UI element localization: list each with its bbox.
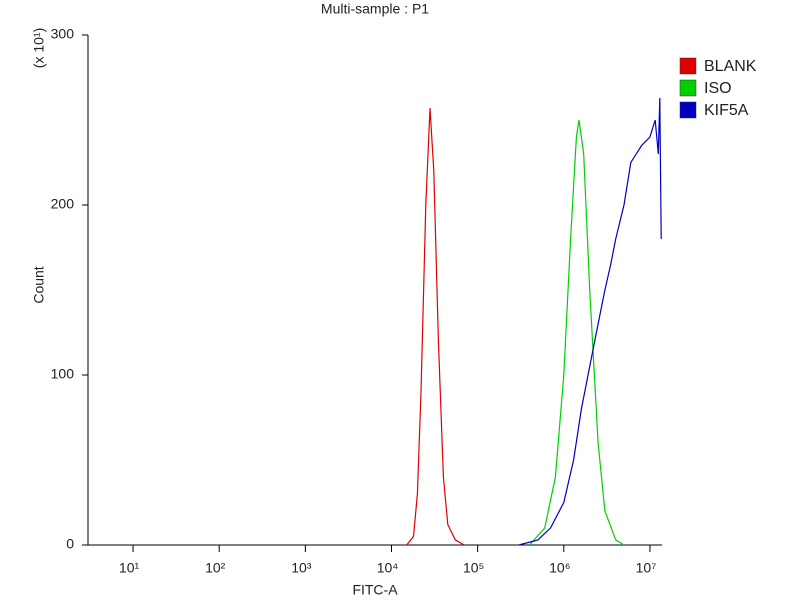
x-tick-label: 10⁵ (463, 560, 484, 576)
histogram-line (406, 108, 465, 546)
x-axis-label: FITC-A (352, 582, 398, 598)
y-tick-label: 300 (51, 26, 75, 42)
x-tick-label: 10⁴ (377, 560, 399, 576)
histogram-line (529, 119, 625, 546)
y-multiplier: (x 10¹) (31, 28, 47, 68)
legend-swatch (679, 57, 697, 75)
chart-title: Multi-sample : P1 (321, 1, 429, 17)
legend-swatch (679, 79, 697, 97)
x-tick-label: 10³ (291, 560, 312, 576)
legend-swatch (679, 101, 697, 119)
histogram-line (518, 97, 662, 546)
y-tick-label: 0 (66, 536, 74, 552)
legend-label: KIF5A (704, 102, 749, 119)
x-tick-label: 10¹ (119, 560, 140, 576)
y-tick-label: 100 (51, 366, 75, 382)
legend-label: ISO (704, 80, 732, 97)
x-tick-label: 10⁷ (636, 560, 657, 576)
y-axis-label: Count (31, 266, 47, 303)
x-tick-label: 10⁶ (549, 560, 570, 576)
y-tick-label: 200 (51, 196, 75, 212)
legend-label: BLANK (704, 58, 757, 75)
x-tick-label: 10² (205, 560, 226, 576)
